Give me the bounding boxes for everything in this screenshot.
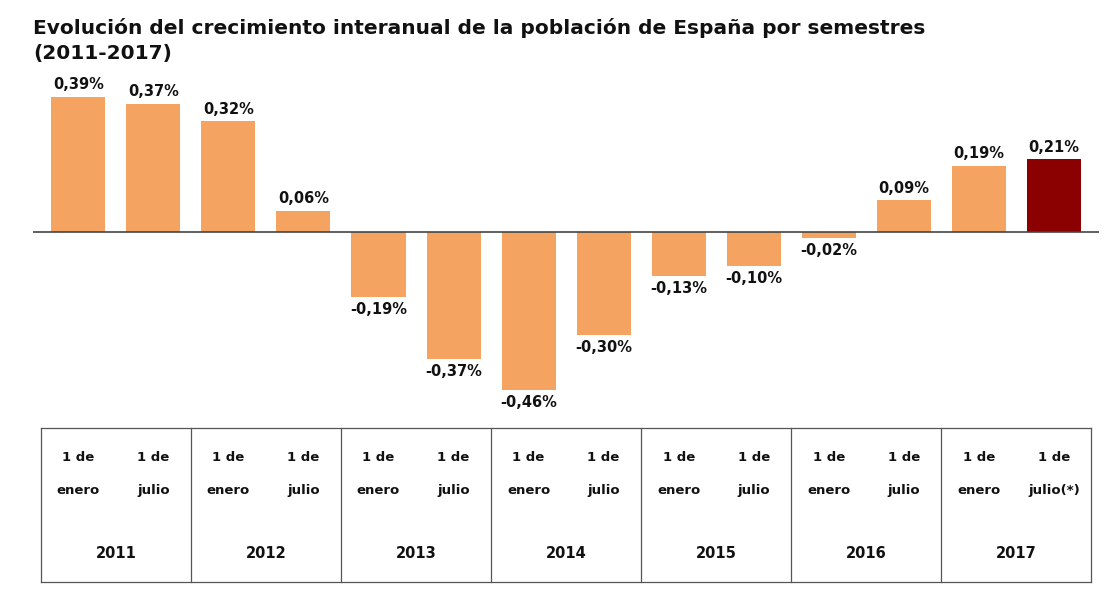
Bar <box>576 231 630 335</box>
Text: 1 de: 1 de <box>587 451 619 464</box>
Text: 2016: 2016 <box>846 546 887 561</box>
Text: enero: enero <box>507 484 551 497</box>
Text: julio: julio <box>888 484 920 497</box>
Text: julio: julio <box>137 484 170 497</box>
Text: 1 de: 1 de <box>138 451 170 464</box>
Bar <box>127 104 181 231</box>
Text: -0,46%: -0,46% <box>501 395 557 410</box>
Text: 0,06%: 0,06% <box>278 191 329 206</box>
Text: -0,19%: -0,19% <box>350 301 407 317</box>
Text: 2017: 2017 <box>996 546 1037 561</box>
Text: julio: julio <box>737 484 770 497</box>
Text: julio(*): julio(*) <box>1028 484 1080 497</box>
Text: enero: enero <box>357 484 400 497</box>
Text: 0,21%: 0,21% <box>1028 140 1079 155</box>
Text: -0,37%: -0,37% <box>425 363 482 379</box>
Text: -0,10%: -0,10% <box>725 271 783 286</box>
Text: 1 de: 1 de <box>737 451 770 464</box>
Bar <box>652 231 706 276</box>
Text: 1 de: 1 de <box>888 451 920 464</box>
Text: 1 de: 1 de <box>212 451 244 464</box>
Text: 1 de: 1 de <box>362 451 395 464</box>
Text: enero: enero <box>807 484 850 497</box>
Text: 1 de: 1 de <box>513 451 545 464</box>
Text: julio: julio <box>587 484 619 497</box>
Text: enero: enero <box>957 484 1000 497</box>
Bar <box>877 201 931 231</box>
Text: 2013: 2013 <box>395 546 436 561</box>
Text: -0,13%: -0,13% <box>650 281 707 296</box>
Bar <box>51 97 105 231</box>
Bar <box>1027 159 1081 231</box>
Text: 2012: 2012 <box>245 546 286 561</box>
Text: 0,37%: 0,37% <box>128 84 179 99</box>
Text: 2015: 2015 <box>696 546 737 561</box>
Text: 0,39%: 0,39% <box>53 77 103 93</box>
Text: 1 de: 1 de <box>287 451 320 464</box>
Text: 1 de: 1 de <box>663 451 695 464</box>
Bar <box>727 231 780 266</box>
Text: enero: enero <box>206 484 250 497</box>
Text: 1 de: 1 de <box>62 451 94 464</box>
Text: 0,19%: 0,19% <box>953 146 1005 162</box>
Text: 1 de: 1 de <box>1038 451 1070 464</box>
Text: enero: enero <box>57 484 100 497</box>
Text: 1 de: 1 de <box>437 451 470 464</box>
Bar <box>426 231 481 359</box>
Text: 2011: 2011 <box>95 546 137 561</box>
Text: 0,09%: 0,09% <box>878 181 929 196</box>
Text: julio: julio <box>287 484 320 497</box>
Text: enero: enero <box>657 484 700 497</box>
Bar <box>276 211 331 231</box>
Bar <box>352 231 405 297</box>
Text: julio: julio <box>437 484 470 497</box>
Bar <box>801 231 856 238</box>
Bar <box>201 121 255 231</box>
Bar <box>502 231 556 391</box>
Text: Evolución del crecimiento interanual de la población de España por semestres
(20: Evolución del crecimiento interanual de … <box>33 18 926 63</box>
Text: 1 de: 1 de <box>813 451 845 464</box>
Text: 1 de: 1 de <box>962 451 995 464</box>
Text: -0,30%: -0,30% <box>575 340 632 355</box>
Bar <box>951 166 1006 231</box>
Text: 0,32%: 0,32% <box>203 101 254 117</box>
Text: 2014: 2014 <box>546 546 586 561</box>
Text: -0,02%: -0,02% <box>800 243 857 258</box>
